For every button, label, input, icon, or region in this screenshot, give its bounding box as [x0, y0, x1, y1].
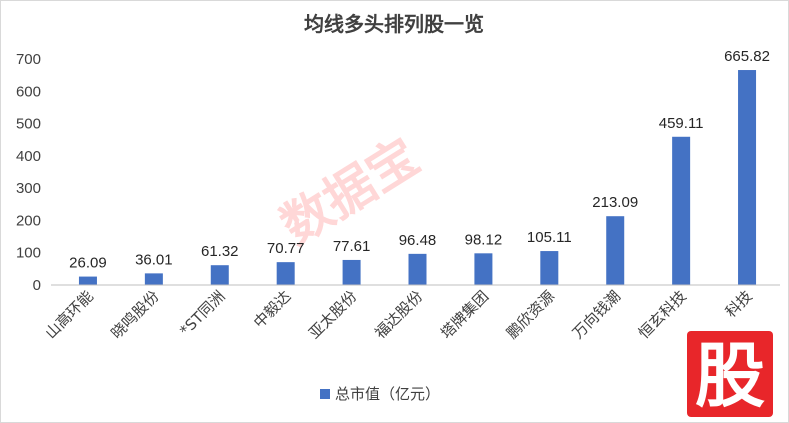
- data-label: 96.48: [399, 232, 437, 249]
- logo-glyph: 股: [695, 335, 765, 417]
- bar-series: 26.09 36.01 61.32 70.77 77.61 96.48 98.12 105.1…: [69, 48, 770, 286]
- legend: 总市值（亿元）: [320, 385, 440, 403]
- x-tick-label: 福达股份: [371, 287, 426, 342]
- x-tick-label: 晓鸣股份: [108, 287, 163, 342]
- x-axis-ticks: 山高环能 晓鸣股份 *ST同洲 中毅达 亚太股份 福达股份 塔牌集团 鹏欣资源 万向钱潮 恒玄科技…: [42, 287, 756, 342]
- bar: [144, 273, 163, 285]
- bar: [342, 259, 361, 285]
- y-tick-label: 0: [33, 277, 41, 294]
- y-tick-label: 400: [16, 148, 41, 165]
- bar: [738, 70, 757, 286]
- legend-label: 总市值（亿元）: [335, 385, 440, 403]
- x-tick-label: *ST同洲: [176, 287, 228, 339]
- bar: [672, 136, 691, 285]
- bar: [606, 216, 625, 285]
- chart-title: 均线多头排列股一览: [304, 12, 484, 36]
- data-label: 665.82: [724, 48, 770, 65]
- logo: 股: [687, 331, 773, 417]
- x-tick-label: 鹏欣资源: [503, 287, 558, 342]
- bar: [276, 262, 295, 285]
- data-label: 26.09: [69, 255, 107, 272]
- data-label: 70.77: [267, 240, 305, 257]
- bar: [474, 253, 493, 285]
- x-tick-label: 万向钱潮: [569, 287, 624, 342]
- y-tick-label: 600: [16, 83, 41, 100]
- bar: [540, 251, 559, 285]
- x-tick-label: 中毅达: [250, 287, 295, 332]
- y-tick-label: 200: [16, 212, 41, 229]
- x-tick-label: 亚太股份: [305, 287, 360, 342]
- data-label: 213.09: [592, 194, 638, 211]
- bar: [78, 276, 97, 285]
- legend-swatch: [320, 389, 330, 399]
- x-tick-label: 恒玄科技: [635, 287, 690, 342]
- y-axis-ticks: 0 100 200 300 400 500 600 700: [16, 51, 41, 294]
- x-tick-label: 科技: [722, 287, 756, 321]
- data-label: 105.11: [527, 229, 572, 246]
- bar: [408, 253, 427, 285]
- y-tick-label: 700: [16, 51, 41, 68]
- y-tick-label: 300: [16, 180, 41, 197]
- data-label: 36.01: [135, 251, 173, 268]
- x-tick-label: 塔牌集团: [437, 287, 492, 342]
- data-label: 98.12: [465, 231, 503, 248]
- y-tick-label: 100: [16, 245, 41, 262]
- data-label: 61.32: [201, 243, 239, 260]
- data-label: 459.11: [659, 115, 704, 132]
- y-tick-label: 500: [16, 116, 41, 133]
- logo-background: [687, 331, 773, 417]
- x-tick-label: 山高环能: [42, 287, 97, 342]
- bar: [210, 265, 229, 285]
- data-label: 77.61: [333, 238, 371, 255]
